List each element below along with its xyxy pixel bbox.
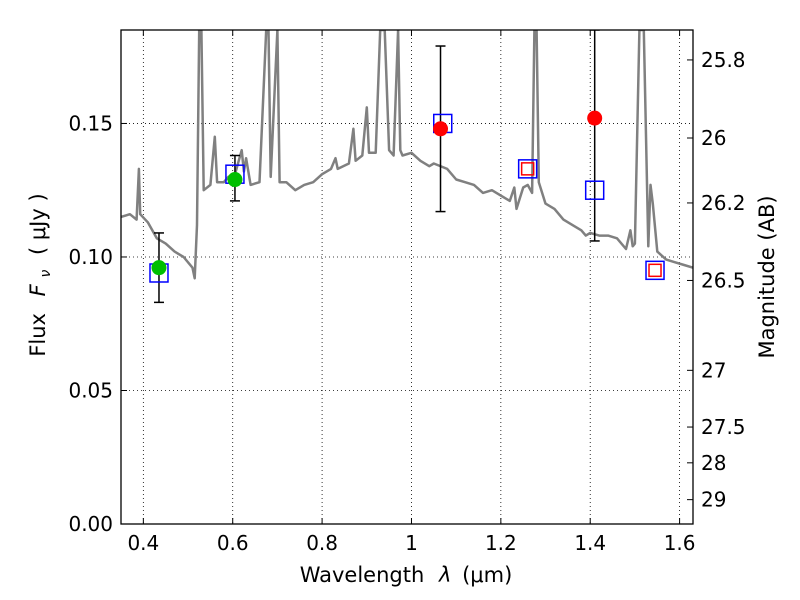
x-tick-label: 0.8 — [306, 531, 338, 555]
detection-point — [227, 172, 243, 188]
upper-limit-square — [520, 162, 535, 176]
y-tick-label: 0.00 — [68, 512, 113, 536]
y2-tick-label: 28 — [701, 451, 726, 475]
x-tick-label: 0.4 — [127, 531, 159, 555]
y2-tick-label: 27 — [701, 358, 726, 382]
y-axis-title-unit: ( μJy ) — [26, 193, 50, 255]
x-axis-title-prefix: Wavelength — [300, 563, 425, 587]
x-axis-title-symbol: λ — [438, 563, 451, 587]
x-axis-title-unit: (μm) — [462, 563, 512, 587]
y2-tick-label: 26 — [701, 126, 726, 150]
model-band-square — [645, 260, 665, 281]
axes: 0.4 0.6 0.8 1 1.2 1.4 1.6 0.00 0.05 0.10 0.15 25.8 2… — [68, 30, 746, 555]
model-spectrum-line — [121, 30, 693, 280]
x-tick-label: 0.6 — [217, 531, 249, 555]
plot-frame — [120, 29, 694, 525]
model-band-square — [517, 159, 538, 179]
x-tick-label: 1.4 — [574, 531, 606, 555]
x-tick-label: 1.6 — [664, 531, 696, 555]
y-tick-label: 0.10 — [68, 245, 113, 269]
data-layer — [121, 30, 693, 304]
x-axis-title: Wavelength λ (μm) — [300, 563, 513, 587]
x-tick-label: 1.2 — [485, 531, 517, 555]
y2-tick-label: 29 — [701, 488, 726, 512]
plot-background — [121, 30, 693, 524]
y-tick-label: 0.15 — [68, 111, 113, 135]
y-axis-title-prefix: Flux — [26, 313, 50, 357]
y2-axis-title: Magnitude (AB) — [755, 195, 779, 358]
y2-tick-label: 25.8 — [701, 48, 746, 72]
y2-tick-label: 26.5 — [701, 268, 746, 292]
y-tick-label: 0.05 — [68, 378, 113, 402]
y2-tick-label: 26.2 — [701, 191, 746, 215]
y-axis-title-symbol: F — [26, 283, 50, 296]
model-band-square — [584, 180, 605, 200]
upper-limit-square — [648, 263, 662, 278]
detection-point — [433, 121, 449, 137]
y2-tick-label: 27.5 — [701, 415, 746, 439]
x-tick-label: 1 — [405, 531, 418, 555]
y-axis-title-subscript: ν — [38, 270, 54, 278]
y-axis-title: Flux F ν ( μJy ) — [26, 193, 55, 356]
detection-point — [587, 110, 603, 126]
detection-point — [151, 260, 167, 276]
